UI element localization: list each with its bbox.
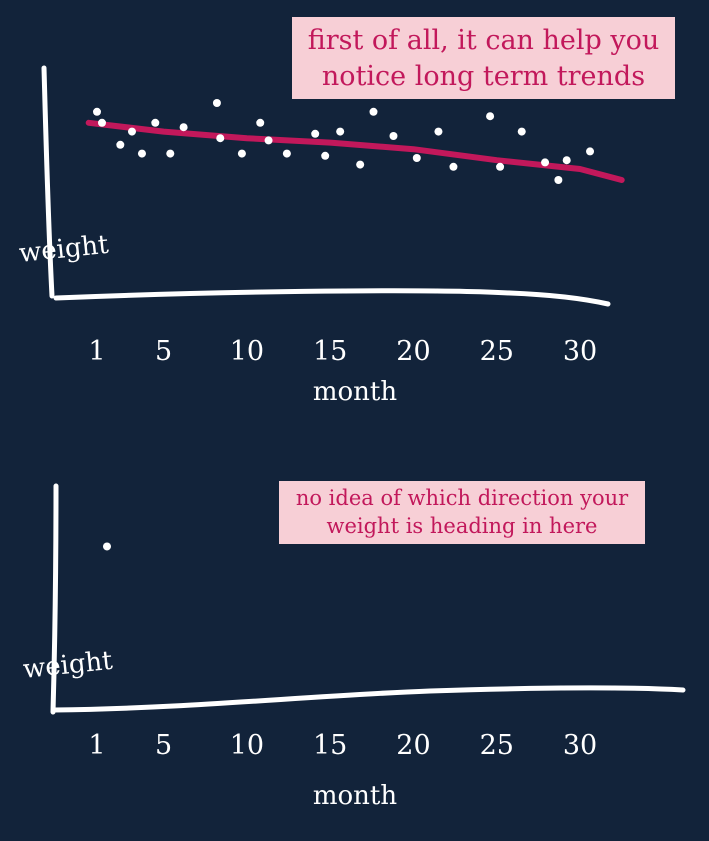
- data-point: [179, 123, 188, 132]
- x-tick-label: 15: [313, 336, 347, 367]
- x-tick-label: 5: [155, 730, 172, 761]
- annotation-note: no idea of which direction your weight i…: [279, 481, 645, 544]
- data-point: [212, 99, 221, 107]
- x-tick-label: 20: [396, 730, 430, 761]
- data-point: [151, 118, 160, 127]
- data-point: [486, 112, 495, 121]
- data-point: [166, 149, 175, 158]
- data-point: [116, 140, 125, 149]
- x-axis-line: [51, 685, 686, 713]
- data-point: [389, 132, 398, 140]
- note-line: notice long term trends: [321, 61, 646, 92]
- note-line: weight is heading in here: [326, 514, 598, 538]
- data-point: [517, 127, 526, 136]
- chart-panel-top: 1 5 10 15 20 25 30 weight month first of all, …: [0, 0, 709, 420]
- data-point: [127, 127, 136, 136]
- data-point: [282, 149, 291, 158]
- x-tick-label: 30: [563, 730, 597, 761]
- note-line: no idea of which direction your: [295, 486, 629, 510]
- data-point: [102, 542, 111, 551]
- note-line: first of all, it can help you: [307, 25, 660, 56]
- x-axis-line: [53, 288, 611, 307]
- data-point: [264, 136, 273, 145]
- chart-panel-bottom: 1 5 10 15 20 25 30 weight month no idea of whi…: [0, 420, 709, 841]
- y-axis-line: [50, 483, 59, 715]
- data-point: [562, 156, 571, 165]
- data-point: [541, 158, 550, 167]
- x-tick-label: 10: [230, 336, 264, 367]
- data-point: [554, 176, 563, 184]
- x-tick-label: 20: [396, 336, 430, 367]
- y-axis-line: [41, 65, 55, 299]
- data-point: [311, 129, 320, 138]
- chart-top-svg: 1 5 10 15 20 25 30 weight month: [18, 65, 625, 407]
- y-axis-title: weight: [22, 646, 115, 685]
- trend-line: [85, 119, 625, 183]
- data-point: [496, 162, 505, 171]
- x-tick-label: 10: [230, 730, 264, 761]
- x-tick-label: 5: [155, 336, 172, 367]
- chart-bottom-svg: 1 5 10 15 20 25 30 weight month: [22, 483, 686, 811]
- data-point: [586, 147, 595, 156]
- data-point: [356, 160, 365, 169]
- x-tick-label: 25: [480, 336, 514, 367]
- x-axis-title: month: [313, 781, 398, 811]
- data-point: [434, 127, 443, 136]
- data-point: [369, 107, 378, 116]
- data-point: [93, 107, 101, 116]
- x-tick-label: 30: [563, 336, 597, 367]
- x-tick-label: 1: [88, 336, 105, 367]
- data-point: [449, 162, 458, 171]
- y-axis-title: weight: [18, 230, 111, 269]
- data-point: [256, 118, 265, 127]
- data-point: [137, 149, 146, 158]
- x-axis-title: month: [313, 377, 398, 407]
- x-tick-label: 15: [313, 730, 347, 761]
- data-point: [97, 118, 106, 127]
- data-point: [336, 127, 345, 136]
- data-point: [237, 149, 246, 158]
- x-tick-label: 1: [88, 730, 105, 761]
- data-point: [216, 134, 225, 143]
- x-tick-label: 25: [480, 730, 514, 761]
- annotation-note: first of all, it can help you notice lon…: [292, 17, 675, 99]
- data-point: [321, 151, 330, 160]
- data-point: [412, 154, 421, 162]
